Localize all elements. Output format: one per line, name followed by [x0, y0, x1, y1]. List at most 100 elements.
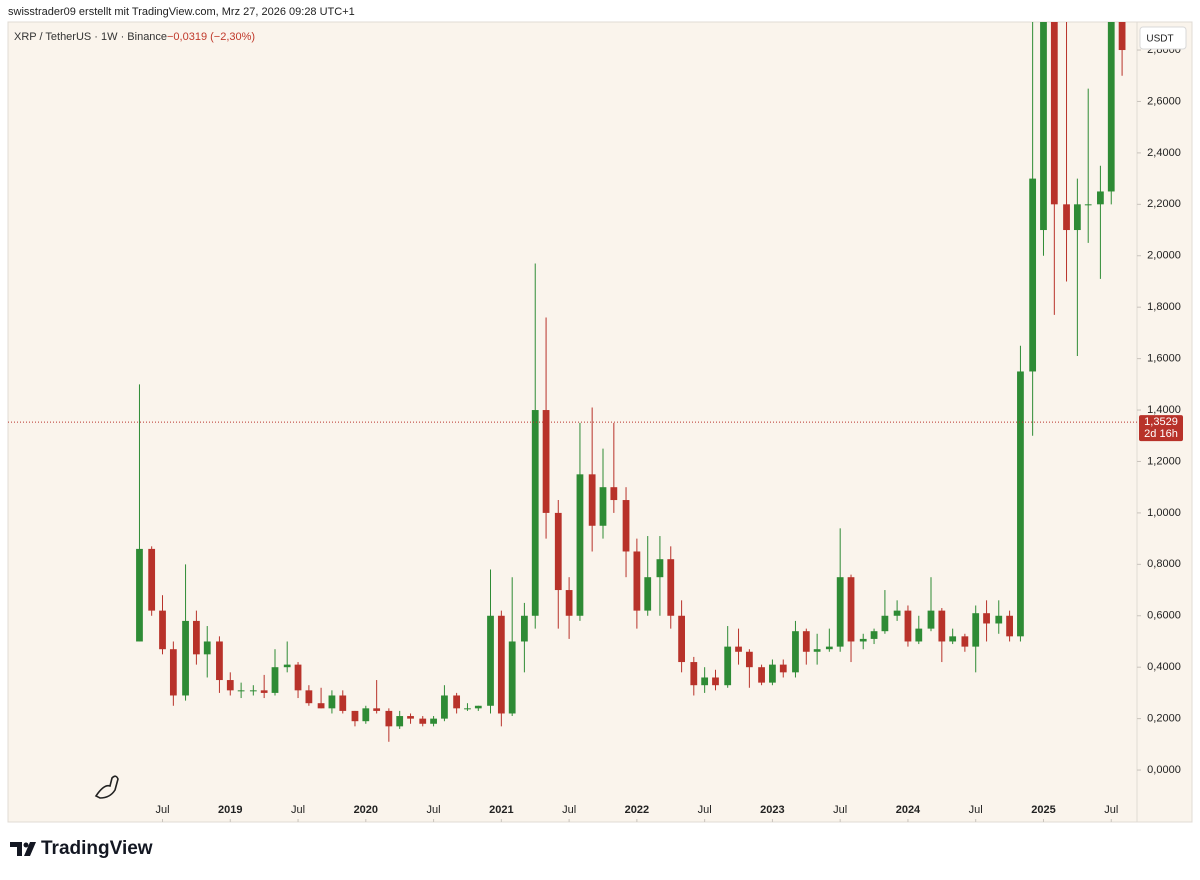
candle-body — [779, 664, 787, 673]
y-tick-label: 0,2000 — [1147, 713, 1181, 725]
candle-body — [836, 577, 844, 647]
candle-body — [531, 410, 539, 616]
candle-body — [1040, 22, 1047, 231]
x-tick-label: 2022 — [625, 804, 649, 816]
candle-body — [576, 474, 584, 616]
candle-body — [487, 615, 494, 706]
candle-body — [1050, 22, 1058, 205]
attribution: swisstrader09 erstellt mit TradingView.c… — [8, 6, 355, 18]
y-tick-label: 2,6000 — [1147, 95, 1181, 107]
candle-body — [599, 487, 607, 526]
candle-body — [407, 716, 414, 719]
x-tick-label: 2021 — [489, 804, 513, 816]
candle-body — [362, 708, 370, 722]
x-tick-label: Jul — [969, 804, 983, 816]
price-change: −0,0319 (−2,30%) — [167, 31, 255, 43]
candle-body — [972, 613, 980, 647]
candle-body — [588, 474, 596, 526]
candle-body — [508, 641, 516, 714]
x-tick-label: Jul — [698, 804, 712, 816]
candle-body — [271, 667, 279, 693]
candle-body — [870, 631, 878, 639]
candle-body — [1118, 22, 1126, 51]
candle-body — [260, 690, 268, 693]
candle-body — [237, 690, 245, 692]
y-tick-label: 1,6000 — [1147, 353, 1181, 365]
candle-body — [520, 615, 528, 642]
candle-body — [938, 610, 946, 642]
currency-label[interactable]: USDT — [1146, 34, 1173, 45]
axes: 0,0000 0,2000 0,4000 0,6000 0,8000 1,0000 1,20… — [155, 44, 1183, 822]
candle-body — [656, 559, 664, 578]
candle-body — [182, 620, 189, 696]
candle-body — [317, 703, 325, 709]
candle-body — [904, 610, 912, 642]
candle-body — [769, 664, 776, 683]
candle-body — [949, 636, 957, 642]
candle-body — [305, 690, 313, 704]
y-tick-label: 0,4000 — [1147, 661, 1181, 673]
candle-body — [328, 695, 336, 709]
candle-body — [881, 615, 889, 632]
y-tick-label: 0,0000 — [1147, 764, 1181, 776]
y-tick-label: 0,8000 — [1147, 558, 1181, 570]
candle-body — [193, 620, 200, 655]
currency-button-box[interactable] — [1139, 26, 1187, 50]
candle-body — [792, 631, 799, 673]
candle-body — [339, 695, 347, 711]
candle-body — [554, 512, 562, 591]
candle-body — [1029, 178, 1037, 372]
dino-icon — [94, 775, 119, 799]
x-tick-label: 2025 — [1031, 804, 1055, 816]
countdown-label: 2d 16h — [1144, 428, 1178, 440]
symbol-title: XRP / TetherUS · 1W · Binance — [14, 31, 167, 43]
candle-body — [497, 615, 505, 714]
brand-name: TradingView — [41, 838, 153, 859]
currency-button[interactable]: USDT — [1139, 26, 1187, 50]
candle-body — [995, 615, 1003, 624]
candle-body — [915, 628, 923, 642]
y-tick-label: 2,0000 — [1147, 250, 1181, 262]
candle-body — [735, 646, 742, 652]
y-tick-label: 1,4000 — [1147, 404, 1181, 416]
y-tick-label: 1,2000 — [1147, 455, 1181, 467]
candle-body — [758, 667, 765, 683]
candle-body — [633, 551, 641, 611]
candle-body — [1107, 22, 1115, 192]
candle-body — [724, 646, 732, 686]
candle-body — [825, 646, 833, 650]
candle-body — [226, 680, 234, 691]
candle-body — [745, 651, 753, 668]
candle-body — [430, 718, 437, 724]
dino-shape — [94, 775, 119, 799]
plot-area — [8, 22, 1137, 742]
candle-body — [148, 548, 156, 611]
candle-body — [927, 610, 935, 629]
candle-body — [644, 577, 652, 611]
candle-body — [678, 615, 685, 663]
candle-body — [542, 410, 550, 513]
candle-body — [712, 677, 719, 686]
candle-body — [802, 631, 810, 652]
candle-body — [385, 710, 393, 727]
x-tick-label: Jul — [833, 804, 847, 816]
candle-body — [294, 664, 302, 691]
y-tick-label: 2,4000 — [1147, 147, 1181, 159]
candle-body — [565, 590, 573, 616]
candle-body — [1006, 615, 1013, 637]
candle-body — [847, 577, 855, 642]
candle-body — [441, 695, 448, 719]
candle-body — [453, 695, 461, 709]
candle-body — [961, 636, 969, 647]
candle-body — [859, 638, 867, 642]
candle-body — [464, 708, 471, 710]
x-tick-label: Jul — [1104, 804, 1118, 816]
y-tick-label: 0,6000 — [1147, 610, 1181, 622]
candle-body — [169, 649, 177, 696]
candle-body — [667, 559, 675, 616]
x-tick-label: 2020 — [354, 804, 378, 816]
candle-body — [351, 710, 359, 722]
y-tick-label: 2,2000 — [1147, 198, 1181, 210]
last-price-label: 1,3529 — [1144, 416, 1178, 428]
candle-body — [610, 487, 618, 501]
